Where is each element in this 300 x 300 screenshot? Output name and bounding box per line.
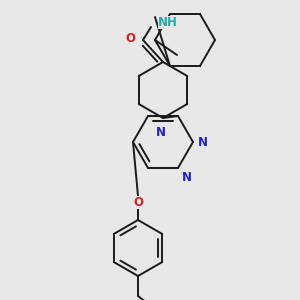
Text: N: N [198,136,208,148]
Text: NH: NH [158,16,178,28]
Text: N: N [182,171,192,184]
Text: O: O [133,196,143,208]
Text: N: N [156,126,166,139]
Text: O: O [125,32,135,44]
